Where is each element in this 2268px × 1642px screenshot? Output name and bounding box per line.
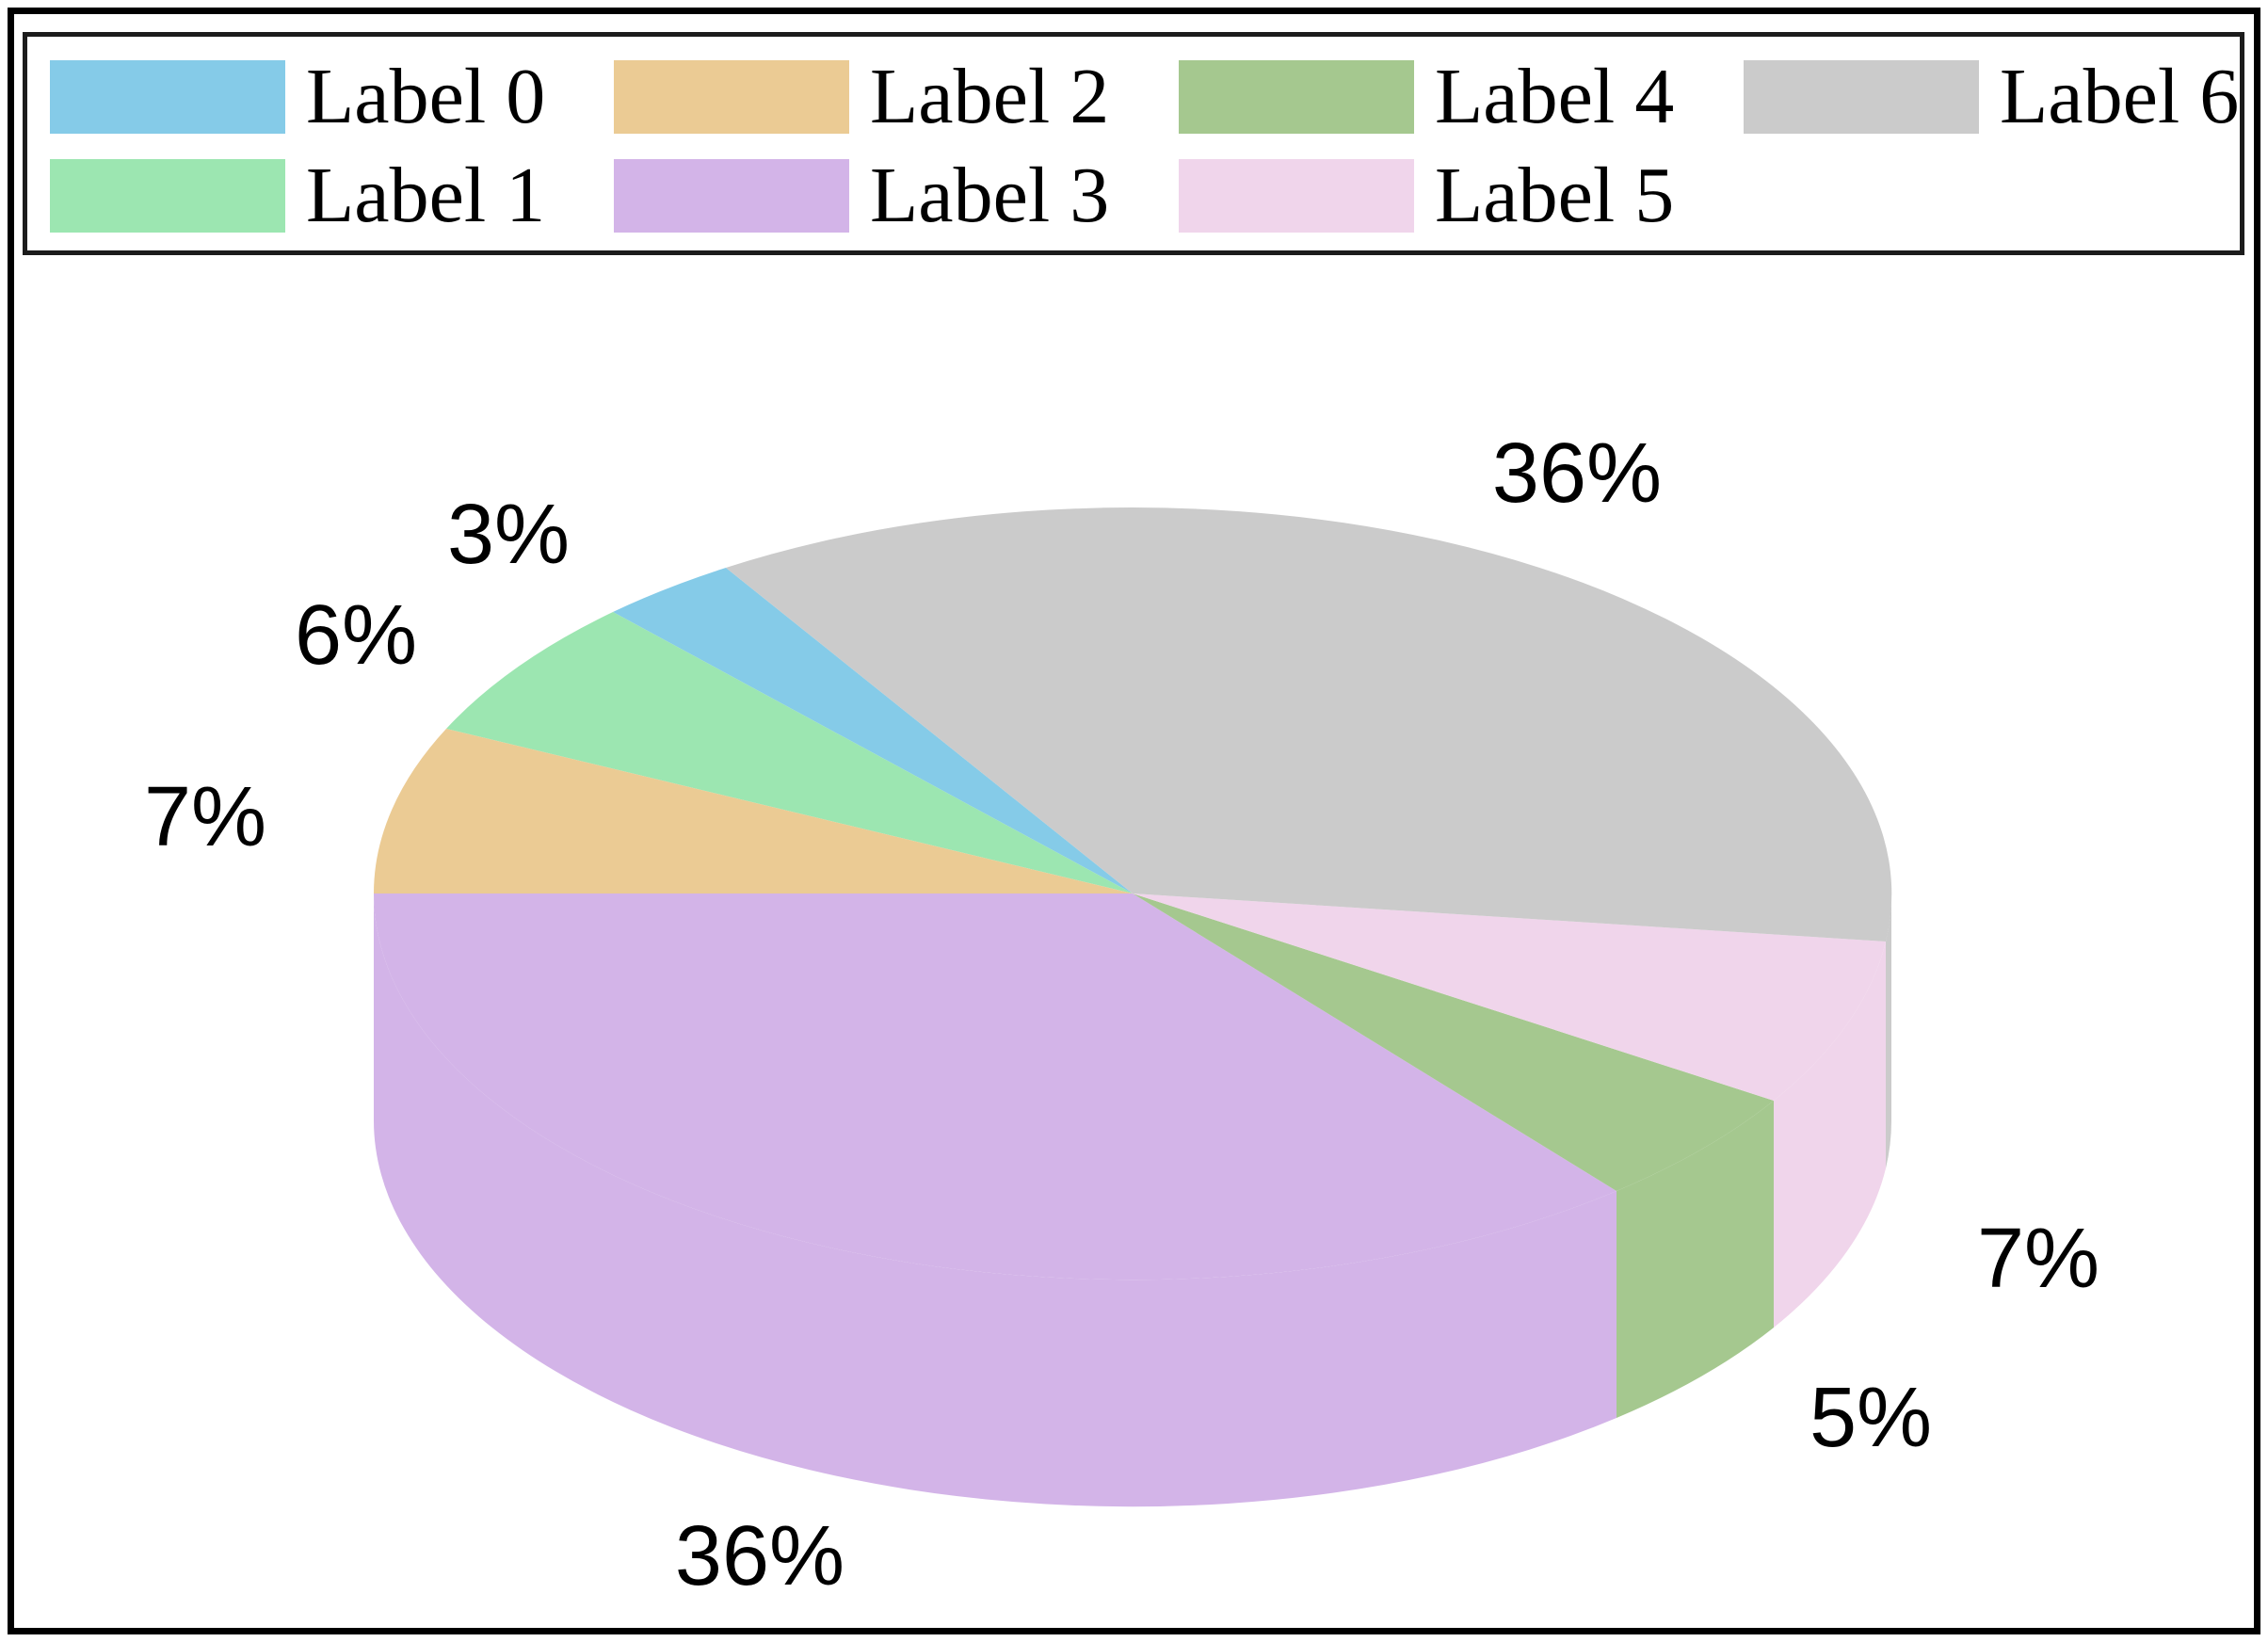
pie-slice-side-label-4	[1617, 1101, 1774, 1418]
pie-slice-side-label-6	[1886, 893, 1892, 1168]
pie-slice-label-5[interactable]	[1133, 893, 1886, 1101]
pie-percent-label-label-3: 36%	[675, 1509, 844, 1603]
legend-item-label: Label 6	[2000, 53, 2240, 140]
pie-percent-label-label-2: 7%	[144, 770, 266, 864]
pie-slice-side-label-3	[373, 893, 1617, 1507]
pie-percent-label-label-0: 3%	[447, 488, 570, 582]
pie-percent-label-label-5: 7%	[1977, 1212, 2099, 1306]
pie-percent-label-label-4: 5%	[1810, 1371, 1932, 1465]
legend-item-label: Label 3	[870, 152, 1110, 239]
pie-percent-label-label-1: 6%	[295, 588, 417, 683]
pie-slice-label-3[interactable]	[373, 893, 1617, 1280]
legend-swatch-icon	[1179, 159, 1414, 233]
legend-item-label-5[interactable]: Label 5	[1179, 156, 1674, 235]
legend-item-label-4[interactable]: Label 4	[1179, 57, 1674, 137]
legend-item-label: Label 5	[1435, 152, 1675, 239]
pie-slice-side-label-5	[1774, 942, 1886, 1328]
legend-item-label-2[interactable]: Label 2	[614, 57, 1109, 137]
legend-item-label: Label 1	[306, 152, 546, 239]
legend-item-label-6[interactable]: Label 6	[1744, 57, 2239, 137]
legend-swatch-icon	[50, 60, 285, 134]
pie-slice-label-0[interactable]	[613, 568, 1133, 893]
legend-item-label-1[interactable]: Label 1	[50, 156, 545, 235]
legend-item-label: Label 4	[1435, 53, 1675, 140]
legend-item-label: Label 2	[870, 53, 1110, 140]
pie-slice-label-2[interactable]	[373, 729, 1133, 893]
pie-slice-label-1[interactable]	[446, 612, 1133, 893]
legend-swatch-icon	[1179, 60, 1414, 134]
pie-slice-label-4[interactable]	[1133, 893, 1774, 1191]
pie-slice-label-6[interactable]	[726, 507, 1892, 942]
legend-swatch-icon	[614, 60, 849, 134]
legend-item-label: Label 0	[306, 53, 546, 140]
legend-item-label-0[interactable]: Label 0	[50, 57, 545, 137]
legend-item-label-3[interactable]: Label 3	[614, 156, 1109, 235]
legend-swatch-icon	[614, 159, 849, 233]
pie-percent-label-label-6: 36%	[1492, 427, 1662, 521]
legend-swatch-icon	[1744, 60, 1979, 134]
legend-swatch-icon	[50, 159, 285, 233]
legend: Label 0 Label 1 Label 2 Label 3 Label 4 Label…	[23, 32, 2244, 255]
